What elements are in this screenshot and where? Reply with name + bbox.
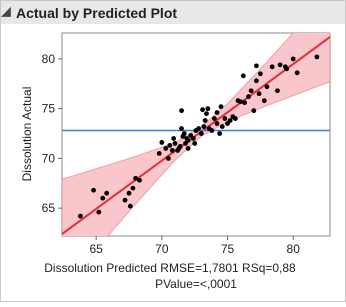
point <box>282 64 288 70</box>
point <box>211 116 217 121</box>
point <box>169 148 175 153</box>
point <box>242 100 248 106</box>
point <box>77 213 83 219</box>
header <box>1 1 345 24</box>
point <box>179 108 184 114</box>
point <box>181 131 187 136</box>
point <box>277 62 283 68</box>
y-tick-label: 75 <box>42 102 56 116</box>
y-tick-label: 80 <box>42 52 56 66</box>
point <box>227 118 233 123</box>
point <box>214 121 220 126</box>
point <box>167 143 173 148</box>
point <box>209 128 215 133</box>
point <box>179 126 184 131</box>
point <box>96 209 102 215</box>
point <box>202 118 208 123</box>
point <box>217 131 223 136</box>
point <box>122 197 128 203</box>
point <box>130 185 136 191</box>
point <box>251 108 257 114</box>
y-tick-label: 70 <box>42 151 56 165</box>
point <box>137 177 142 183</box>
point <box>127 203 133 209</box>
point <box>201 124 207 129</box>
point <box>248 88 254 94</box>
point <box>218 104 224 110</box>
point <box>205 106 211 112</box>
point <box>294 70 300 76</box>
point <box>233 116 238 121</box>
x-tick-label: 75 <box>221 242 235 256</box>
point <box>190 136 196 141</box>
point <box>100 195 106 201</box>
point <box>275 88 280 94</box>
x-tick-label: 80 <box>287 242 301 256</box>
point <box>91 187 96 193</box>
y-tick-label: 65 <box>42 201 56 215</box>
point <box>238 99 244 105</box>
point <box>185 146 191 151</box>
point <box>192 141 198 146</box>
point <box>133 175 138 181</box>
point <box>163 146 169 151</box>
point <box>269 64 275 70</box>
x-tick-label: 70 <box>155 242 169 256</box>
point <box>204 111 209 117</box>
point <box>126 190 132 196</box>
point <box>214 110 220 116</box>
point <box>172 141 178 146</box>
chart-title: Actual by Predicted Plot <box>16 5 177 21</box>
point <box>222 116 228 121</box>
point <box>256 91 262 97</box>
point <box>159 140 165 145</box>
point <box>200 107 205 113</box>
point <box>246 94 251 100</box>
point <box>156 151 162 156</box>
point <box>314 54 320 60</box>
point <box>240 73 246 79</box>
point <box>185 138 191 143</box>
point <box>176 146 182 151</box>
point <box>104 190 110 196</box>
point <box>166 155 171 161</box>
disclosure-icon[interactable] <box>0 6 16 22</box>
point <box>290 56 296 62</box>
x-tick-label: 65 <box>89 242 103 256</box>
point <box>219 124 225 129</box>
point <box>257 71 263 77</box>
point <box>264 84 270 90</box>
point <box>198 131 204 136</box>
point <box>196 126 202 131</box>
point <box>254 63 259 69</box>
point <box>261 98 267 104</box>
y-axis-label: Dissolution Actual <box>20 87 34 182</box>
x-axis-label: Dissolution Predicted RMSE=1,7801 RSq=0,… <box>44 261 296 275</box>
point <box>254 78 259 84</box>
point <box>171 136 177 141</box>
annotation: PValue=<,0001 <box>155 277 237 291</box>
